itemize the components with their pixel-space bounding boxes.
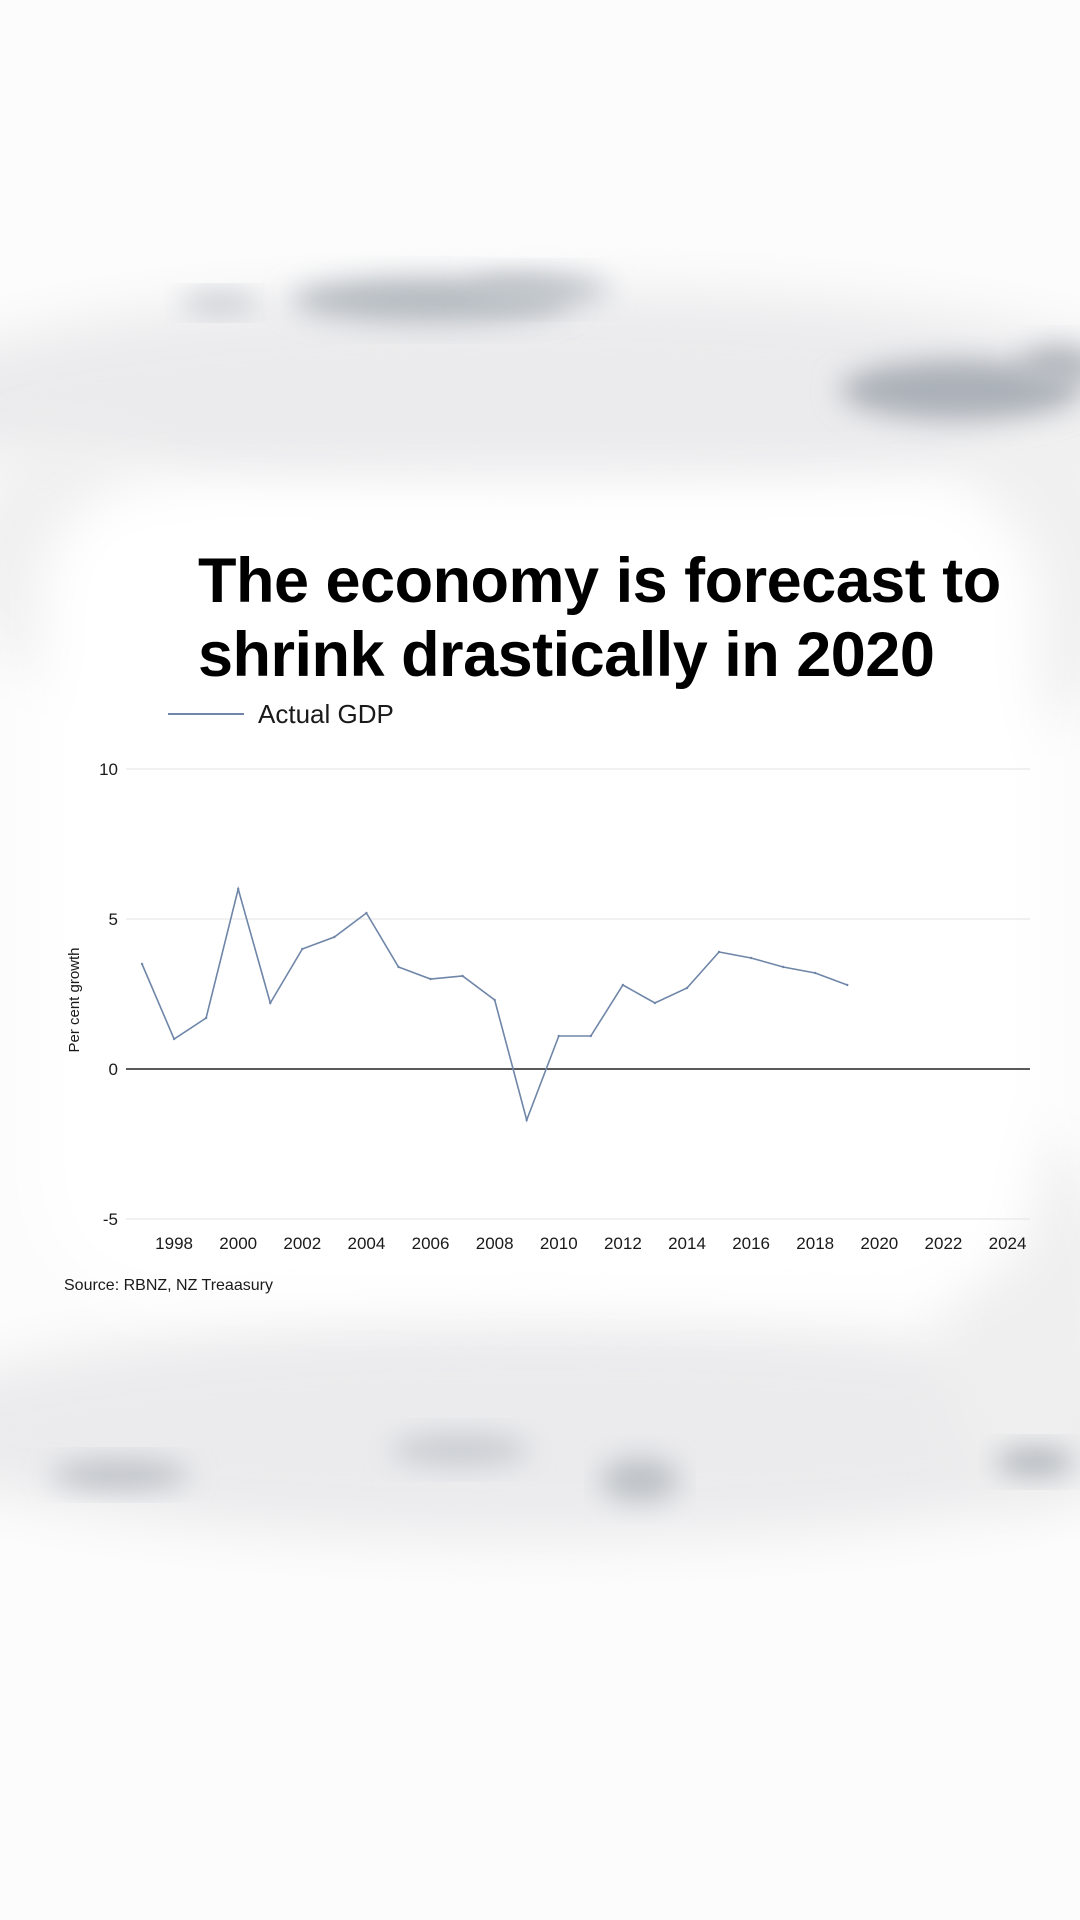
chart-legend: Actual GDP [168, 697, 394, 731]
x-tick-label: 2008 [476, 1234, 514, 1253]
x-tick-label: 2006 [412, 1234, 450, 1253]
data-point [493, 998, 496, 1002]
data-point [140, 962, 144, 966]
chart-headline: The economy is forecast to shrink drasti… [198, 544, 1038, 692]
data-point [525, 1118, 528, 1122]
x-tick-label: 2020 [860, 1234, 898, 1253]
legend-swatch-actual-gdp [168, 713, 244, 715]
x-tick-label: 1998 [155, 1234, 193, 1253]
headline-line-2: shrink drastically in 2020 [198, 620, 935, 690]
data-point [589, 1034, 593, 1038]
x-tick-label: 2010 [540, 1234, 578, 1253]
data-point [717, 950, 721, 954]
data-point [397, 965, 400, 969]
data-point [781, 965, 785, 969]
x-tick-label: 2002 [283, 1234, 321, 1253]
data-point [685, 986, 689, 990]
y-tick-label: 10 [99, 760, 118, 779]
y-tick-label: 5 [109, 910, 118, 929]
data-point [236, 887, 240, 891]
x-tick-label: 2022 [925, 1234, 963, 1253]
x-tick-label: 2024 [989, 1234, 1027, 1253]
data-point [365, 911, 368, 915]
legend-label-actual-gdp: Actual GDP [258, 698, 394, 729]
data-point [172, 1037, 176, 1041]
source-note: Source: RBNZ, NZ Treaasury [64, 1277, 273, 1294]
series-line-actual-gdp [141, 885, 848, 1123]
y-tick-label: -5 [103, 1210, 118, 1229]
data-point [621, 983, 625, 987]
data-point [269, 1001, 272, 1005]
x-tick-label: 2000 [219, 1234, 257, 1253]
x-tick-label: 2016 [732, 1234, 770, 1253]
data-point [749, 956, 753, 960]
x-tick-label: 2014 [668, 1234, 706, 1253]
y-tick-label: 0 [109, 1060, 118, 1079]
data-point [333, 935, 336, 939]
x-tick-label: 2004 [348, 1234, 386, 1253]
data-point [814, 971, 817, 975]
x-tick-label: 2018 [796, 1234, 834, 1253]
x-tick-label: 2012 [604, 1234, 642, 1253]
data-point [557, 1034, 560, 1038]
data-point [301, 947, 304, 951]
gdp-line-chart: 10 5 0 -5 1998 2000 2002 2004 2006 2008 2010 2012 20… [66, 760, 1030, 1253]
data-point [653, 1001, 657, 1005]
data-point [204, 1016, 208, 1020]
data-point [429, 977, 432, 981]
data-point [846, 983, 849, 987]
y-axis-label: Per cent growth [66, 947, 83, 1052]
data-point [461, 974, 464, 978]
headline-line-1: The economy is forecast to [198, 546, 1001, 616]
